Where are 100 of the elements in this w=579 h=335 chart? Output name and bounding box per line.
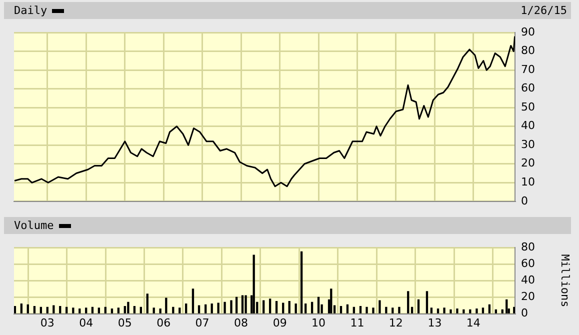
- bar: [124, 306, 126, 314]
- bar: [14, 306, 16, 314]
- y-tick-label: 40: [521, 119, 535, 132]
- text: 1/26/15: [520, 4, 567, 17]
- bar: [210, 304, 213, 314]
- bar: [430, 308, 433, 314]
- bar: [443, 308, 446, 314]
- bar: [317, 296, 320, 314]
- bar: [104, 306, 106, 314]
- x-tick-label: 08: [234, 316, 248, 330]
- bar: [417, 299, 420, 314]
- bar: [268, 298, 272, 314]
- x-tick-label: 07: [195, 316, 210, 330]
- bar: [506, 299, 508, 314]
- bar: [275, 301, 278, 314]
- y-tick-label: 60: [521, 82, 535, 95]
- bar: [235, 296, 238, 314]
- bar: [40, 306, 42, 314]
- bar: [133, 306, 136, 314]
- x-tick-label: 14: [466, 316, 480, 330]
- x-tick-label: 05: [118, 316, 132, 330]
- bar: [352, 306, 356, 314]
- bar: [78, 308, 81, 314]
- bar: [398, 306, 400, 314]
- bar: [33, 306, 36, 314]
- bar: [476, 308, 478, 314]
- bar: [407, 291, 410, 314]
- y-tick-label: 30: [521, 138, 535, 151]
- bar: [91, 306, 94, 314]
- x-tick-label: 10: [312, 316, 326, 330]
- x-tick-label: 09: [272, 316, 287, 330]
- bar: [340, 306, 342, 314]
- bar: [85, 308, 88, 314]
- bar: [72, 308, 74, 314]
- bar: [410, 306, 414, 314]
- bar: [241, 295, 244, 314]
- bar: [110, 308, 114, 314]
- bar: [262, 300, 265, 314]
- bar: [330, 288, 332, 314]
- bar: [204, 304, 207, 314]
- bar: [494, 309, 497, 314]
- bar: [426, 291, 428, 314]
- legend-label: Volume: [14, 218, 54, 234]
- bar: [66, 306, 68, 314]
- bar: [52, 305, 55, 314]
- bar: [378, 300, 381, 314]
- bar: [26, 304, 29, 314]
- x-tick-label: 11: [350, 316, 364, 330]
- bar: [159, 308, 162, 314]
- bar: [513, 306, 515, 314]
- y-tick-label: 80: [521, 44, 535, 58]
- bar: [450, 309, 452, 314]
- bar: [469, 309, 472, 314]
- y-tick-label: 20: [521, 290, 535, 304]
- x-tick-label: 04: [79, 316, 94, 330]
- bar: [178, 308, 181, 314]
- bar: [217, 302, 220, 314]
- bar: [117, 308, 120, 314]
- y-tick-label: 0: [521, 306, 528, 320]
- y-tick-label: 80: [521, 240, 535, 254]
- bar: [127, 302, 130, 314]
- bar: [501, 309, 504, 314]
- bar: [140, 306, 142, 314]
- bar: [244, 295, 247, 314]
- bar: [20, 304, 22, 314]
- x-tick-label: 03: [40, 316, 54, 330]
- legend-label: Daily: [14, 3, 48, 19]
- bar: [385, 306, 388, 314]
- bar: [152, 308, 155, 314]
- y-axis-title: Millions: [558, 254, 572, 308]
- bar: [192, 288, 194, 314]
- bar: [172, 306, 174, 314]
- y-tick-label: 20: [521, 156, 535, 170]
- bar: [359, 306, 362, 314]
- bar: [392, 308, 394, 314]
- bar: [372, 308, 374, 314]
- bar: [198, 305, 200, 314]
- bar: [482, 308, 484, 314]
- bar: [165, 298, 168, 314]
- bar: [456, 308, 458, 314]
- bar: [46, 306, 48, 314]
- y-tick-label: 60: [521, 257, 535, 270]
- bar: [230, 300, 232, 314]
- x-tick-label: 12: [388, 316, 403, 330]
- bar: [288, 301, 290, 314]
- bar: [282, 302, 284, 314]
- y-tick-label: 50: [521, 100, 535, 114]
- bar: [436, 308, 440, 314]
- bar: [300, 251, 303, 314]
- bar: [146, 294, 148, 314]
- y-tick-label: 90: [521, 25, 535, 38]
- bar: [366, 306, 368, 314]
- bar: [304, 304, 307, 314]
- y-tick-label: 10: [521, 176, 535, 189]
- bar: [185, 304, 188, 314]
- bar: [224, 302, 226, 314]
- bar: [346, 304, 349, 314]
- x-tick-label: 13: [428, 316, 442, 330]
- y-tick-label: 70: [521, 62, 535, 76]
- bar: [98, 308, 100, 314]
